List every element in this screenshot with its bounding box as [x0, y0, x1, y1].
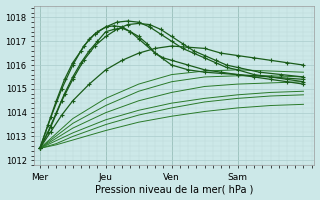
X-axis label: Pression niveau de la mer( hPa ): Pression niveau de la mer( hPa ) — [95, 184, 253, 194]
